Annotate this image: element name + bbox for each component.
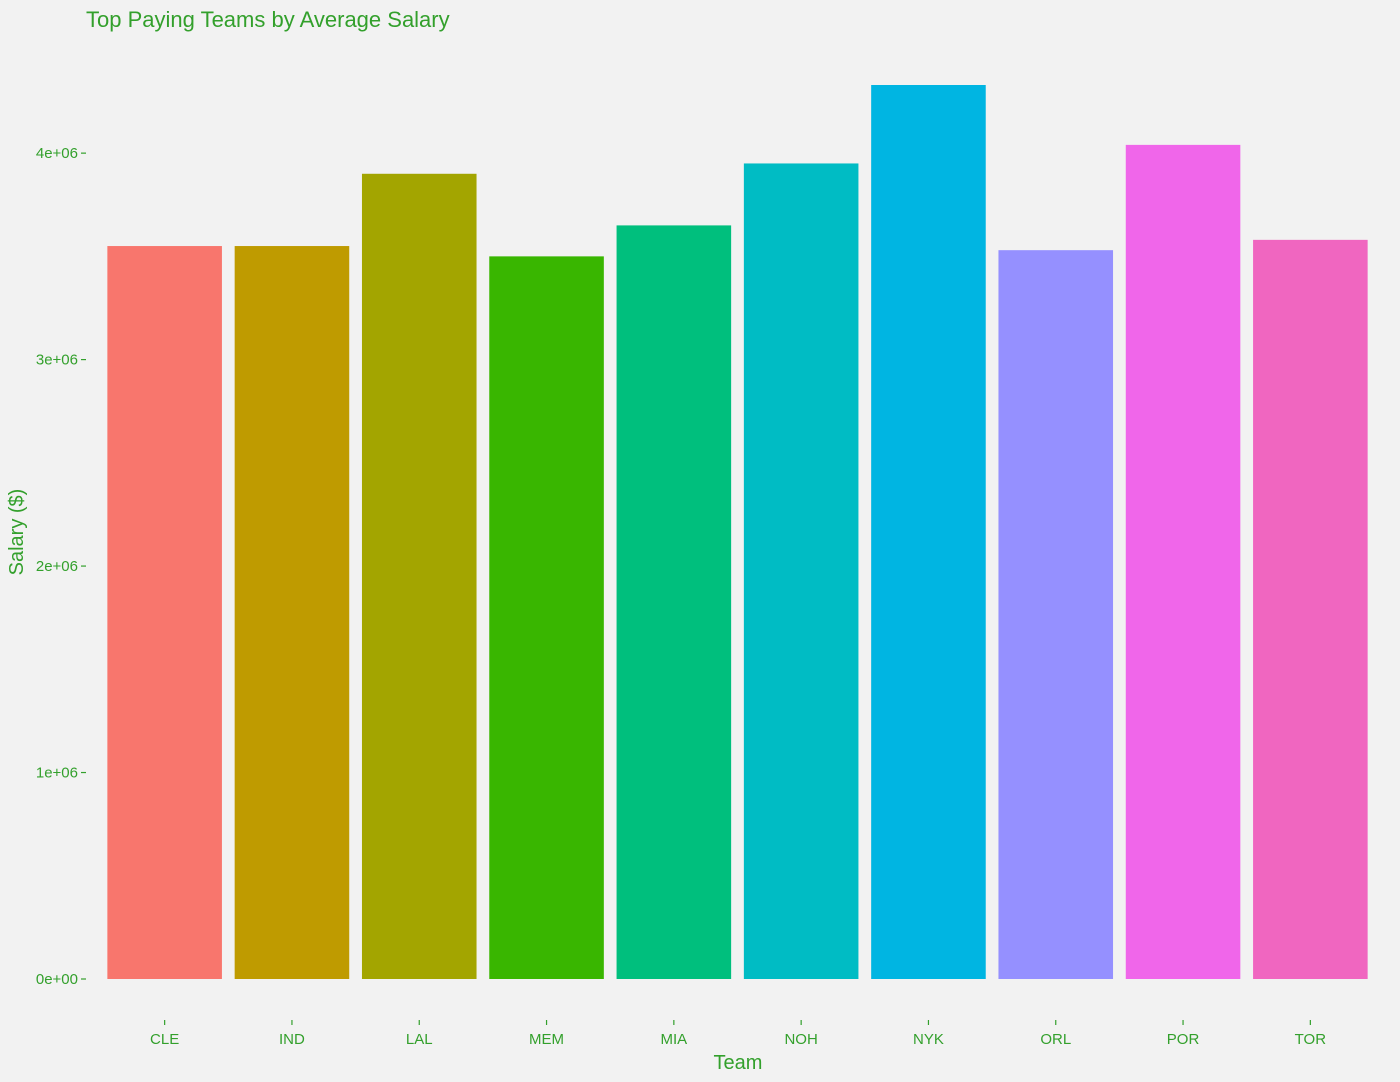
x-tick-label-nyk: NYK xyxy=(913,1031,944,1048)
y-tick-label: 4e+06 xyxy=(36,145,78,162)
chart-title: Top Paying Teams by Average Salary xyxy=(86,7,450,32)
bar-ind xyxy=(234,246,350,979)
y-tick-label: 0e+00 xyxy=(36,971,78,988)
bar-orl xyxy=(998,250,1114,979)
x-tick-label-mem: MEM xyxy=(529,1031,564,1048)
y-axis-title: Salary ($) xyxy=(6,489,28,576)
bar-mem xyxy=(489,256,604,980)
y-tick-label: 2e+06 xyxy=(36,558,78,575)
bar-nyk xyxy=(871,85,986,979)
bar-lal xyxy=(361,173,477,980)
x-tick-label-orl: ORL xyxy=(1040,1031,1071,1048)
x-axis-title: Team xyxy=(714,1052,763,1074)
bar-cle xyxy=(107,246,222,979)
bars xyxy=(107,85,1368,980)
y-axis: 0e+00 1e+06 2e+06 3e+06 4e+06 xyxy=(36,145,86,988)
y-tick-label: 3e+06 xyxy=(36,352,78,369)
x-tick-label-ind: IND xyxy=(279,1031,305,1048)
x-tick-label-por: POR xyxy=(1167,1031,1200,1048)
x-axis: CLE IND LAL MEM MIA NOH NYK ORL POR TOR xyxy=(150,1020,1326,1048)
x-tick-label-noh: NOH xyxy=(784,1031,817,1048)
x-tick-label-mia: MIA xyxy=(661,1031,688,1048)
x-tick-label-tor: TOR xyxy=(1295,1031,1327,1048)
bar-noh xyxy=(743,163,859,979)
bar-por xyxy=(1125,144,1241,979)
x-tick-label-lal: LAL xyxy=(406,1031,433,1048)
bar-tor xyxy=(1253,239,1368,980)
bar-mia xyxy=(616,225,732,980)
x-tick-label-cle: CLE xyxy=(150,1031,179,1048)
y-tick-label: 1e+06 xyxy=(36,765,78,782)
